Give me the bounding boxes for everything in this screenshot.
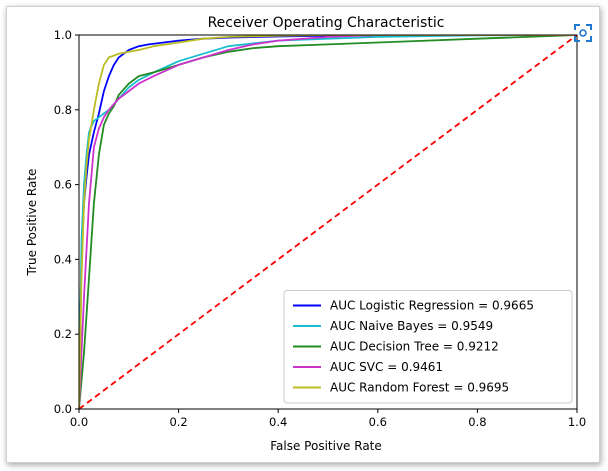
x-tick-label: 0.2 (169, 415, 187, 429)
x-tick-label: 0.4 (269, 415, 287, 429)
x-tick-label: 1.0 (568, 415, 586, 429)
y-tick-label: 0.8 (54, 103, 72, 117)
y-tick-label: 0.6 (54, 178, 72, 192)
legend-label: AUC SVC = 0.9461 (330, 360, 443, 374)
x-axis-label: False Positive Rate (270, 439, 382, 453)
legend-label: AUC Naive Bayes = 0.9549 (330, 319, 493, 333)
legend-label: AUC Random Forest = 0.9695 (330, 381, 509, 395)
reference-diagonal (79, 35, 577, 409)
chart-title: Receiver Operating Characteristic (208, 15, 445, 31)
series-line-1 (79, 35, 577, 409)
x-tick-label: 0.8 (468, 415, 486, 429)
expand-icon[interactable] (572, 22, 594, 44)
chart-frame: Receiver Operating Characteristic 0.0 0.2… (6, 6, 600, 463)
y-tick-label: 0.2 (54, 327, 72, 341)
legend-label: AUC Logistic Regression = 0.9665 (330, 299, 534, 313)
legend-label: AUC Decision Tree = 0.9212 (330, 340, 499, 354)
legend-box (283, 290, 573, 404)
series-line-2 (79, 35, 577, 409)
y-axis-label: True Positive Rate (25, 169, 39, 277)
roc-chart: Receiver Operating Characteristic 0.0 0.2… (25, 15, 586, 453)
axes: 0.0 0.2 0.4 0.6 0.8 1.0 0.0 0.2 0.4 0.6 0.8 1.0 (54, 28, 586, 429)
series-lines (79, 35, 577, 409)
plot-area (79, 35, 577, 409)
y-tick-label: 1.0 (54, 28, 72, 42)
series-line-4 (79, 35, 577, 409)
axes-frame (78, 34, 578, 410)
x-tick-label: 0.6 (369, 415, 387, 429)
series-line-3 (79, 35, 577, 409)
y-tick-label: 0.0 (54, 402, 72, 416)
legend: AUC Logistic Regression = 0.9665 AUC Naiv… (283, 290, 573, 404)
x-tick-label: 0.0 (70, 415, 88, 429)
y-tick-label: 0.4 (54, 252, 72, 266)
